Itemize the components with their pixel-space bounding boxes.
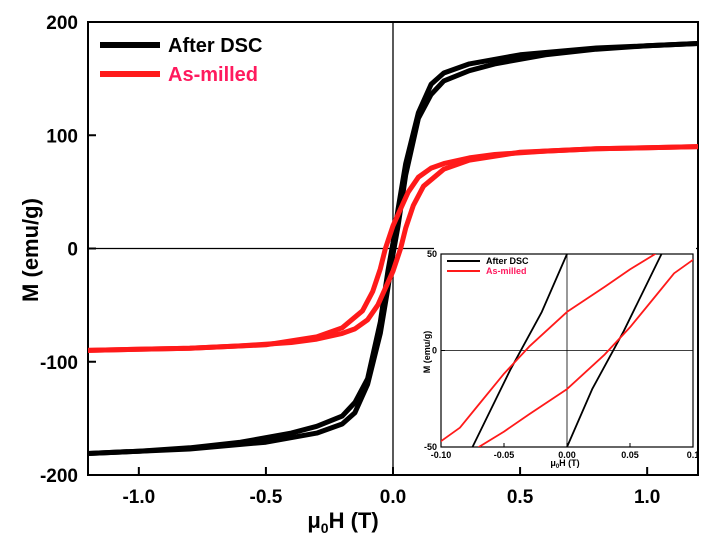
inset-legend-label-as-milled: As-milled	[486, 266, 527, 276]
main-y-tick-label-100: -100	[40, 353, 78, 374]
inset-chart: -50 0 50 -0.10 -0.05 0.00 0.05 0.1 M (emu/g) μ…	[422, 246, 699, 470]
main-y-tick-label-100: 100	[46, 126, 78, 147]
inset-x-axis-label: μ0H (T)	[550, 458, 579, 470]
y-axis-label: M (emu/g)	[18, 198, 43, 302]
inset-legend-label-after-dsc: After DSC	[486, 256, 529, 266]
inset-y-tick-label-50: -50	[424, 442, 437, 452]
inset-x-tick-label-0-05: 0.05	[621, 450, 639, 460]
inset-y-tick-label-0: 0	[432, 346, 437, 356]
main-y-tick-label-200: -200	[40, 466, 78, 487]
main-legend: After DSC As-milled	[100, 35, 262, 86]
inset-series-as-milled-descending-branch	[441, 254, 657, 443]
inset-y-tick-label-50: 50	[427, 249, 437, 259]
inset-y-axis: -50 0 50	[424, 249, 445, 452]
inset-series-as-milled-ascending-branch	[477, 258, 693, 447]
main-y-axis: -200 -100 0 100 200	[40, 13, 96, 487]
legend-label-after-dsc: After DSC	[168, 35, 262, 57]
main-x-tick-label-0-5: -0.5	[250, 487, 283, 508]
legend-label-as-milled: As-milled	[168, 64, 258, 86]
main-x-tick-label-1-0: -1.0	[122, 487, 155, 508]
inset-x-tick-label-0-05: -0.05	[494, 450, 515, 460]
main-series-after-dsc-ascending-branch	[88, 41, 698, 456]
main-x-tick-label-0-5: 0.5	[507, 487, 534, 508]
inset-series-after-dsc-descending-branch	[471, 254, 568, 447]
x-axis-label: μ0H (T)	[307, 508, 378, 536]
main-series-as-milled-ascending-branch	[88, 144, 698, 353]
main-x-tick-label-1-0: 1.0	[634, 487, 660, 508]
main-y-tick-label-200: 200	[46, 13, 78, 34]
inset-curves	[441, 254, 693, 447]
main-x-axis: -1.0 -0.5 0.0 0.5 1.0	[122, 467, 660, 508]
inset-x-tick-label-0-00: 0.00	[558, 450, 576, 460]
inset-y-axis-label: M (emu/g)	[422, 331, 432, 374]
inset-x-tick-label-0-1: 0.1	[687, 450, 700, 460]
main-x-tick-label-0-0: 0.0	[380, 487, 406, 508]
inset-series-after-dsc-ascending-branch	[566, 254, 663, 447]
inset-x-tick-label-0-10: -0.10	[431, 450, 452, 460]
main-y-tick-label-0: 0	[67, 240, 78, 261]
main-curves	[88, 41, 698, 456]
